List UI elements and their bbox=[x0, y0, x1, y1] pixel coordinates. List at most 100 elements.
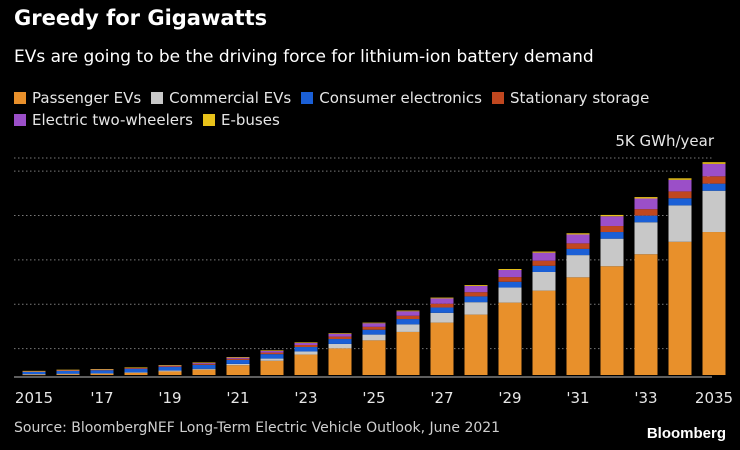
bar-segment bbox=[22, 374, 46, 375]
bar-segment bbox=[532, 290, 556, 375]
bar-segment bbox=[668, 198, 692, 206]
bar-segment bbox=[226, 357, 250, 358]
bar-segment bbox=[532, 260, 556, 266]
bar-segment bbox=[702, 162, 726, 164]
bar-segment bbox=[532, 265, 556, 272]
legend-swatch bbox=[301, 92, 314, 104]
bar-segment bbox=[702, 163, 726, 177]
legend-item: Electric two-wheelers bbox=[14, 109, 193, 131]
bar-segment bbox=[634, 222, 658, 255]
bar-segment bbox=[260, 352, 284, 355]
bar-segment bbox=[158, 365, 182, 366]
bar-segment bbox=[362, 340, 386, 375]
bar-segment bbox=[600, 214, 624, 217]
bar-segment bbox=[430, 312, 454, 323]
bar-segment bbox=[294, 347, 318, 352]
x-tick-label: '17 bbox=[90, 389, 113, 407]
bar-segment bbox=[430, 303, 454, 308]
bar-segment bbox=[634, 209, 658, 216]
bar-segment bbox=[328, 336, 352, 340]
legend-label: Electric two-wheelers bbox=[32, 111, 193, 129]
bar-segment bbox=[56, 374, 80, 375]
x-tick-label: '21 bbox=[226, 389, 249, 407]
bar-segment bbox=[90, 373, 114, 374]
bar-segment bbox=[226, 365, 250, 375]
bar-segment bbox=[566, 234, 590, 244]
bar-segment bbox=[294, 342, 318, 343]
bar-segment bbox=[464, 302, 488, 315]
bar-segment bbox=[702, 190, 726, 233]
bar-segment bbox=[464, 285, 488, 293]
bar-segment bbox=[192, 362, 216, 364]
bar-segment bbox=[702, 232, 726, 375]
bar-segment bbox=[498, 281, 522, 288]
bar-segment bbox=[362, 322, 386, 324]
bar-segment bbox=[430, 307, 454, 313]
bar-segment bbox=[260, 354, 284, 359]
bar-segment bbox=[566, 255, 590, 278]
bar-segment bbox=[362, 334, 386, 341]
bar-segment bbox=[22, 370, 46, 372]
bar-segment bbox=[498, 269, 522, 278]
bar-segment bbox=[532, 271, 556, 291]
bar-segment bbox=[430, 297, 454, 299]
bar-segment bbox=[600, 266, 624, 375]
bar-segment bbox=[294, 345, 318, 348]
bar-segment bbox=[396, 311, 420, 316]
bar-segment bbox=[396, 319, 420, 325]
bar-segment bbox=[634, 215, 658, 223]
bar-segment bbox=[226, 357, 250, 359]
bar-segment bbox=[192, 362, 216, 364]
bar-segment bbox=[56, 373, 80, 375]
bar-segment bbox=[668, 179, 692, 192]
bar-segment bbox=[328, 333, 352, 337]
bar-segment bbox=[56, 370, 80, 371]
legend-swatch bbox=[491, 92, 504, 104]
chart-subtitle: EVs are going to be the driving force fo… bbox=[14, 47, 594, 67]
bar-segment bbox=[498, 277, 522, 282]
chart-title: Greedy for Gigawatts bbox=[14, 6, 268, 30]
bar-segment bbox=[600, 226, 624, 233]
bar-segment bbox=[600, 216, 624, 227]
bar-segment bbox=[192, 369, 216, 375]
legend-label: Consumer electronics bbox=[319, 89, 482, 107]
bar-segment bbox=[566, 248, 590, 256]
bar-segment bbox=[702, 183, 726, 191]
x-tick-label: '27 bbox=[430, 389, 453, 407]
bar-segment bbox=[294, 351, 318, 355]
legend-swatch bbox=[14, 114, 26, 126]
bar-segment bbox=[668, 205, 692, 242]
bar-segment bbox=[668, 191, 692, 199]
bar-segment bbox=[124, 368, 148, 369]
bar-segment bbox=[668, 178, 692, 180]
bar-segment bbox=[362, 329, 386, 335]
bar-segment bbox=[192, 368, 216, 370]
bar-segment bbox=[158, 371, 182, 375]
legend-item: Commercial EVs bbox=[151, 87, 291, 109]
bar-segment bbox=[396, 310, 420, 312]
bar-segment bbox=[22, 371, 46, 375]
bar-segment bbox=[260, 350, 284, 351]
bar-segment bbox=[600, 238, 624, 267]
x-tick-label: '33 bbox=[634, 389, 657, 407]
bar-segment bbox=[566, 233, 590, 235]
bar-segment bbox=[226, 359, 250, 364]
bar-segment bbox=[90, 369, 114, 371]
bar-segment bbox=[90, 369, 114, 370]
bar-segment bbox=[328, 333, 352, 334]
chart-legend: Passenger EVs Commercial EVs Consumer elec… bbox=[14, 87, 714, 131]
bar-segment bbox=[294, 342, 318, 346]
bar-segment bbox=[90, 373, 114, 375]
bar-segment bbox=[124, 367, 148, 369]
x-tick-label: 2015 bbox=[15, 389, 53, 407]
source-note: Source: BloombergNEF Long-Term Electric … bbox=[14, 420, 501, 436]
x-tick-label: '29 bbox=[498, 389, 521, 407]
bar-segment bbox=[532, 251, 556, 253]
bar-segment bbox=[158, 365, 182, 367]
bar-segment bbox=[498, 269, 522, 270]
x-tick-label: '25 bbox=[362, 389, 385, 407]
bar-segment bbox=[396, 315, 420, 320]
bar-segment bbox=[124, 372, 148, 373]
bar-segment bbox=[22, 374, 46, 376]
legend-swatch bbox=[14, 92, 26, 104]
